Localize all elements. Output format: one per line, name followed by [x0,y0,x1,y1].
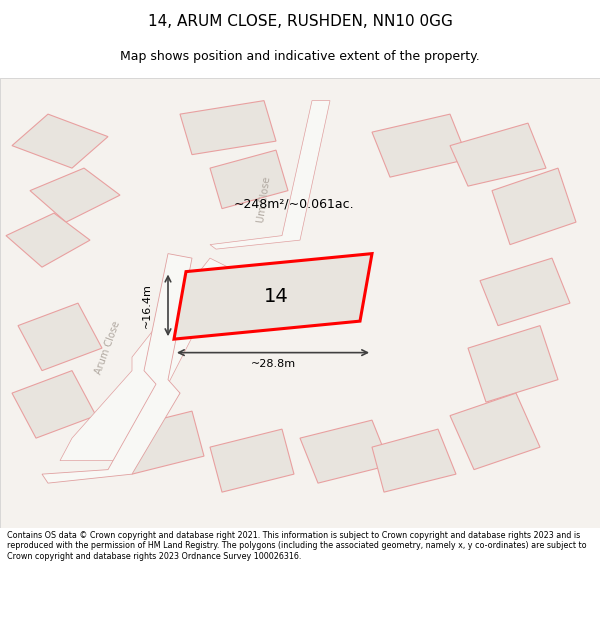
Polygon shape [300,420,390,483]
Text: 14: 14 [263,287,289,306]
Polygon shape [12,371,96,438]
Text: 14, ARUM CLOSE, RUSHDEN, NN10 0GG: 14, ARUM CLOSE, RUSHDEN, NN10 0GG [148,14,452,29]
Text: Arum Close: Arum Close [94,320,122,376]
Polygon shape [180,101,276,154]
Text: ~248m²/~0.061ac.: ~248m²/~0.061ac. [233,198,355,211]
Polygon shape [468,326,558,402]
Polygon shape [60,258,228,461]
Text: Map shows position and indicative extent of the property.: Map shows position and indicative extent… [120,50,480,62]
Polygon shape [6,213,90,267]
Text: Um Close: Um Close [256,176,272,223]
Polygon shape [372,114,468,177]
Polygon shape [30,168,120,222]
Polygon shape [210,429,294,492]
Text: ~28.8m: ~28.8m [250,359,296,369]
Polygon shape [12,114,108,168]
Polygon shape [210,150,288,209]
Text: ~16.4m: ~16.4m [142,283,152,328]
Polygon shape [42,254,192,483]
Polygon shape [120,411,204,474]
Polygon shape [450,123,546,186]
Polygon shape [450,393,540,469]
Polygon shape [492,168,576,244]
Polygon shape [210,101,330,249]
Polygon shape [18,303,102,371]
Polygon shape [174,254,372,339]
Text: Contains OS data © Crown copyright and database right 2021. This information is : Contains OS data © Crown copyright and d… [7,531,587,561]
Polygon shape [480,258,570,326]
Polygon shape [372,429,456,492]
